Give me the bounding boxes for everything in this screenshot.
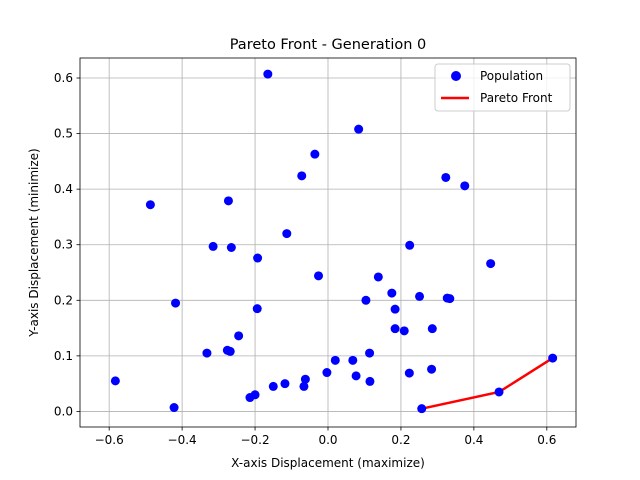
- population-point: [387, 288, 397, 298]
- population-point: [110, 376, 120, 386]
- population-point: [314, 271, 324, 281]
- legend-label-pareto: Pareto Front: [480, 91, 553, 105]
- legend: Population Pareto Front: [434, 63, 571, 112]
- population-point: [300, 374, 310, 384]
- legend-marker-population: [451, 71, 461, 81]
- y-tick-label: 0.6: [54, 71, 73, 85]
- population-point: [441, 172, 451, 182]
- x-tick-label: −0.2: [240, 433, 269, 447]
- legend-label-population: Population: [480, 69, 543, 83]
- population-point: [354, 124, 364, 134]
- grid: [80, 58, 576, 427]
- population-point: [348, 355, 358, 365]
- x-tick-label: 0.0: [318, 433, 337, 447]
- y-tick-label: 0.5: [54, 127, 73, 141]
- population-point: [405, 240, 415, 250]
- population-point: [404, 368, 414, 378]
- population-point: [365, 348, 375, 358]
- population-point: [417, 404, 427, 414]
- y-axis-label: Y-axis Displacement (minimize): [27, 148, 41, 337]
- population-point: [310, 149, 320, 159]
- x-tick-label: 0.4: [464, 433, 483, 447]
- x-tick-label: 0.2: [391, 433, 410, 447]
- population-point: [390, 324, 400, 334]
- population-point: [486, 259, 496, 269]
- population-point: [415, 291, 425, 301]
- y-tick-label: 0.3: [54, 238, 73, 252]
- population-point: [171, 298, 181, 308]
- population-point: [280, 379, 290, 389]
- population-point: [297, 171, 307, 181]
- axis-ticks: −0.6 −0.4 −0.2 0.0 0.2 0.4 0.6 0.0 0.1 0.2 0.3 0.4 0…: [54, 71, 556, 447]
- population-point: [299, 381, 309, 391]
- population-point: [494, 387, 504, 397]
- population-point: [322, 368, 332, 378]
- population-point: [390, 304, 400, 314]
- population-point: [202, 348, 212, 358]
- population-point: [223, 196, 233, 206]
- population-point: [268, 381, 278, 391]
- population-point: [145, 200, 155, 210]
- population-point: [225, 346, 235, 356]
- x-tick-label: 0.6: [537, 433, 556, 447]
- population-point: [399, 326, 409, 336]
- population-point: [330, 355, 340, 365]
- x-tick-label: −0.6: [95, 433, 124, 447]
- y-tick-label: 0.0: [54, 404, 73, 418]
- population-point: [252, 304, 262, 314]
- population-point: [365, 376, 375, 386]
- population-point: [361, 295, 371, 305]
- population-point: [226, 243, 236, 253]
- y-tick-label: 0.2: [54, 293, 73, 307]
- population-point: [282, 229, 292, 239]
- population-point: [169, 403, 179, 413]
- population-point: [245, 393, 255, 403]
- population-point: [427, 324, 437, 334]
- y-tick-label: 0.4: [54, 182, 73, 196]
- population-point: [445, 294, 455, 304]
- population-point: [351, 371, 361, 381]
- x-tick-label: −0.4: [168, 433, 197, 447]
- population-point: [548, 353, 558, 363]
- x-axis-label: X-axis Displacement (maximize): [231, 456, 425, 470]
- population-point: [460, 181, 470, 191]
- chart-title: Pareto Front - Generation 0: [230, 37, 427, 53]
- population-point: [234, 331, 244, 341]
- population-point: [263, 69, 273, 79]
- population-point: [427, 364, 437, 374]
- population-point: [373, 272, 383, 282]
- population-point: [208, 241, 218, 251]
- y-tick-label: 0.1: [54, 349, 73, 363]
- population-point: [253, 253, 263, 263]
- population-series: [110, 69, 558, 414]
